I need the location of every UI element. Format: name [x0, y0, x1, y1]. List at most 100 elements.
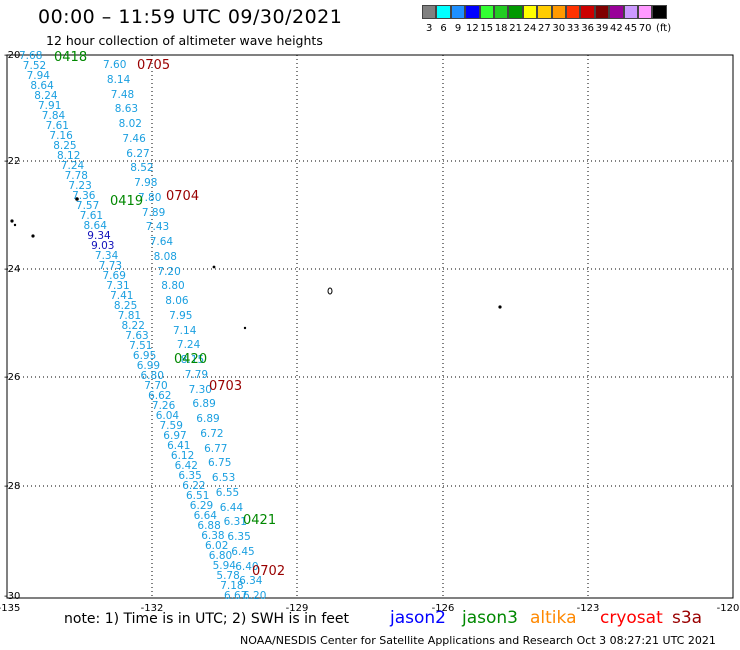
wave-height-value: 6.12 — [170, 450, 195, 462]
scale-label: 9 — [454, 23, 462, 34]
wave-height-value: 6.88 — [197, 520, 221, 532]
island — [327, 287, 333, 295]
time-tag-0705: 0705 — [137, 58, 171, 73]
wave-height-value: 6.80 — [208, 550, 233, 562]
grid-lines — [7, 55, 733, 598]
page-title: 00:00 – 11:59 UTC 09/30/2021 — [38, 6, 343, 28]
wave-height-value: 6.02 — [205, 540, 229, 552]
scale-label: 12 — [466, 23, 479, 34]
wave-height-value: 7.14 — [173, 324, 197, 337]
wave-height-value: 6.77 — [204, 442, 228, 455]
wave-height-value: 6.72 — [200, 427, 224, 440]
scale-label: 70 — [638, 23, 652, 34]
island — [75, 197, 79, 201]
wave-height-value: 7.95 — [169, 309, 193, 322]
wave-height-value: 8.14 — [106, 73, 131, 86]
scale-label: 27 — [538, 23, 551, 34]
wave-height-value: 7.46 — [122, 132, 146, 145]
legend-s3a: s3a — [672, 608, 703, 628]
scale-swatch — [580, 5, 595, 19]
wave-height-value: 6.51 — [186, 490, 210, 502]
scale-swatch — [566, 5, 581, 19]
scale-swatch — [652, 5, 667, 19]
wave-height-value: 6.31 — [223, 516, 247, 529]
wave-height-value: 7.78 — [64, 170, 88, 182]
island — [498, 305, 502, 309]
scale-swatch — [537, 5, 552, 19]
map-frame — [6, 54, 734, 599]
scale-label: 30 — [552, 23, 566, 34]
wave-height-value: 7.41 — [110, 290, 134, 302]
wave-height-value: 7.43 — [145, 221, 170, 234]
scale-swatch — [551, 5, 566, 19]
time-tag-0419: 0419 — [110, 194, 144, 209]
wave-height-value: 7.23 — [68, 180, 92, 192]
wave-height-value: 7.30 — [188, 383, 212, 396]
lat-label: -20 — [4, 50, 21, 61]
scale-label: 3 — [426, 23, 433, 34]
scale-label: 24 — [523, 23, 537, 34]
time-tag-0703: 0703 — [209, 379, 243, 394]
wave-height-value: 7.80 — [138, 191, 162, 204]
scale-label: 45 — [624, 23, 638, 34]
wave-height-value: 6.34 — [239, 575, 263, 588]
footer-credit: NOAA/NESDIS Center for Satellite Applica… — [240, 634, 716, 647]
wave-height-value: 6.27 — [126, 147, 150, 160]
scale-label: 36 — [581, 23, 594, 34]
islands — [10, 197, 502, 330]
scale-label: 42 — [610, 23, 623, 34]
wave-height-value: 6.55 — [215, 486, 240, 499]
wave-height-value: 7.81 — [117, 310, 142, 322]
legend-jason3: jason3 — [462, 608, 518, 628]
scale-label: (ft) — [656, 23, 672, 34]
wave-height-value: 6.75 — [208, 457, 232, 470]
legend-cryosat: cryosat — [600, 608, 663, 628]
wave-height-value: 7.18 — [220, 580, 244, 592]
scale-swatch — [623, 5, 638, 19]
wave-height-value: 8.80 — [161, 280, 185, 293]
wave-height-value: 7.20 — [157, 265, 181, 278]
scale-swatch — [436, 5, 451, 19]
lat-label: -24 — [4, 264, 21, 275]
wave-height-value: 6.35 — [178, 470, 202, 482]
island — [13, 223, 17, 227]
wave-height-value: 7.31 — [106, 280, 130, 292]
wave-height-value: 6.80 — [140, 370, 164, 382]
wave-height-value: 7.26 — [151, 400, 176, 412]
time-tag-0418: 0418 — [54, 50, 88, 65]
scale-label: 39 — [595, 23, 609, 34]
wave-height-value: 7.52 — [22, 60, 47, 72]
page-subtitle: 12 hour collection of altimeter wave hei… — [46, 33, 323, 48]
lat-label: -22 — [4, 156, 21, 167]
scale-swatch — [422, 5, 437, 19]
wave-height-value: 9.03 — [91, 240, 115, 252]
wave-height-value: 6.95 — [132, 350, 157, 362]
wave-height-value: 8.25 — [53, 140, 77, 152]
scale-swatch — [465, 5, 480, 19]
scale-label: 21 — [509, 23, 522, 34]
scale-swatch — [594, 5, 610, 19]
wave-height-value: 6.40 — [235, 560, 259, 573]
scale-label: 6 — [440, 23, 447, 34]
wave-height-value: 6.99 — [136, 360, 161, 372]
wave-height-value: 6.89 — [192, 398, 216, 411]
wave-height-value: 6.53 — [211, 472, 236, 484]
wave-height-value: 8.52 — [130, 162, 154, 175]
wave-height-value: 8.24 — [34, 90, 58, 102]
legend-jason2: jason2 — [390, 608, 446, 628]
wave-height-value: 7.59 — [159, 420, 183, 432]
wave-height-value: 8.64 — [83, 220, 107, 232]
lat-label: -26 — [4, 372, 21, 383]
wave-height-value: 7.68 — [19, 50, 43, 62]
wave-height-value: 7.61 — [79, 210, 104, 222]
wave-height-value: 8.12 — [57, 150, 81, 162]
wave-height-value: 7.94 — [26, 70, 50, 82]
wave-height-value: 7.79 — [184, 368, 209, 381]
wave-height-value: 7.70 — [144, 380, 168, 392]
wave-height-value: 7.60 — [103, 59, 127, 71]
wave-height-value: 6.22 — [182, 480, 206, 492]
scale-label: 15 — [480, 23, 494, 34]
wave-height-value: 6.41 — [167, 440, 191, 452]
scale-swatch — [638, 5, 653, 19]
